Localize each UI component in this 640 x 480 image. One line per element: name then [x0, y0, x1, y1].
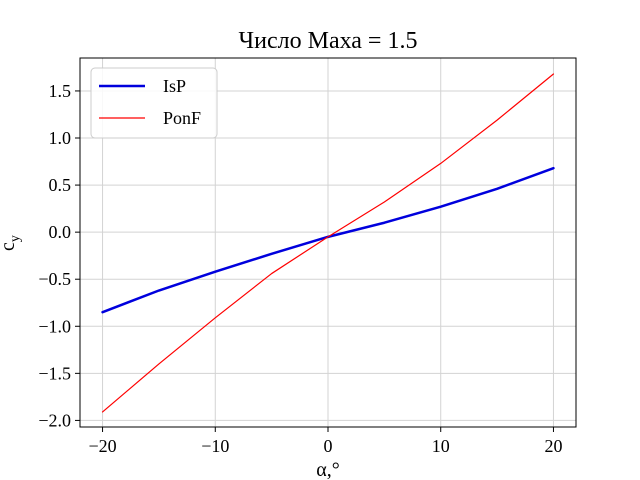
y-tick-label: −1.0: [38, 316, 71, 336]
x-tick-label: −10: [201, 436, 229, 456]
legend-label-isp: IsP: [163, 76, 186, 96]
series-line-ponf: [101, 73, 555, 413]
legend: IsP PonF: [90, 67, 218, 139]
y-axis-label: c: [0, 242, 19, 251]
chart-title: Число Маха = 1.5: [239, 28, 418, 54]
x-tick-label: 10: [432, 436, 450, 456]
y-axis-ticks: −2.0 −1.5 −1.0 −0.5 0.0 0.5 1.0 1.5: [38, 81, 80, 430]
y-axis-label-subscript: y: [8, 235, 23, 242]
svg-text:cy: cy: [0, 235, 23, 251]
x-tick-label: 20: [544, 436, 562, 456]
y-tick-label: 0.0: [49, 222, 72, 242]
y-axis-label-group: cy: [0, 235, 23, 251]
x-axis-label: α,°: [316, 459, 339, 480]
y-tick-label: −0.5: [38, 269, 71, 289]
y-tick-label: −2.0: [38, 410, 71, 430]
series-layer: [101, 73, 555, 413]
x-axis-ticks: −20 −10 0 10 20: [88, 427, 562, 456]
y-tick-label: 1.0: [49, 128, 72, 148]
legend-label-ponf: PonF: [163, 108, 201, 128]
y-tick-label: −1.5: [38, 363, 71, 383]
x-tick-label: 0: [324, 436, 333, 456]
y-tick-label: 0.5: [49, 175, 72, 195]
y-tick-label: 1.5: [49, 81, 72, 101]
x-tick-label: −20: [88, 436, 116, 456]
